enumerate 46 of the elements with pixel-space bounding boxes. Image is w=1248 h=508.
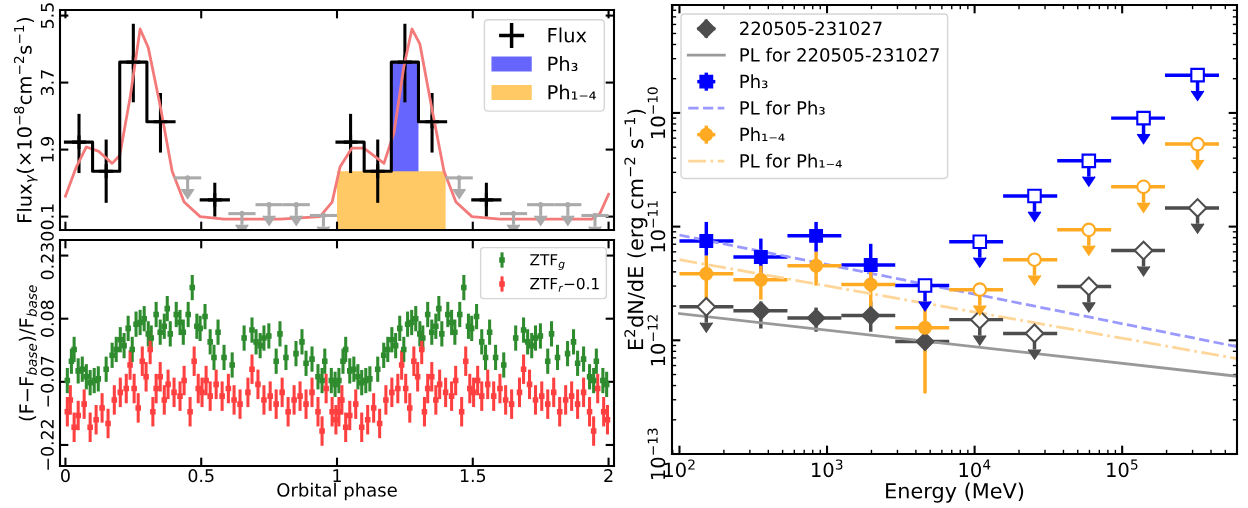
- point: [537, 201, 544, 208]
- point: [293, 201, 300, 208]
- x-axis-title: Energy (MeV): [886, 482, 1024, 503]
- x-tick-label: 0.5: [188, 469, 214, 483]
- y-tick-label: 0.08: [40, 300, 54, 337]
- point: [266, 201, 272, 208]
- y-tick-label: 0.1: [40, 204, 54, 230]
- legend-label: Ph₁₋₄: [740, 127, 785, 142]
- x-axis-title: Orbital phase: [277, 482, 397, 501]
- x-tick-label: 10$^{3}$: [812, 459, 843, 478]
- y-tick-label: −0.07: [40, 356, 54, 407]
- legend-label: PL for 220505-231027: [740, 47, 939, 62]
- y-tick-label: 10$^{−11}$: [647, 201, 666, 252]
- y-tick-label: 5.5: [40, 3, 54, 29]
- point: [239, 210, 245, 217]
- text: Flux$_{γ}$(×10$^{−8}$cm$^{−2}$s$^{−1}$): [13, 18, 38, 222]
- legend-label: Ph₃: [548, 56, 578, 72]
- x-tick-label: 1: [333, 469, 341, 482]
- y-tick-label: 10$^{−12}$: [647, 315, 666, 366]
- legend-label: ZTF$_{g}$: [530, 254, 565, 271]
- legend-label: ZTF$_{r}$−0.1: [530, 277, 599, 292]
- x-tick-label: 0: [61, 469, 70, 483]
- x-tick-label: 1.5: [460, 469, 486, 483]
- point: [592, 212, 598, 219]
- point: [565, 201, 571, 208]
- y-tick-label: 0.230: [40, 231, 54, 280]
- legend-label: PL for Ph₁₋₄: [740, 153, 842, 168]
- y-tick-label: 10$^{−13}$: [647, 428, 666, 479]
- legend-label: Flux: [548, 27, 587, 43]
- x-tick-label: 10$^{2}$: [664, 459, 695, 478]
- x-tick-label: 10$^{5}$: [1107, 459, 1138, 478]
- point: [456, 175, 462, 181]
- y-axis-title: E$^{2}$dN/dE (erg cm$^{−2}$ s$^{−1}$): [624, 109, 648, 350]
- line-series: [64, 27, 610, 221]
- x-tick-label: 10$^{4}$: [959, 459, 991, 478]
- y-tick-label: 3.7: [40, 70, 54, 96]
- legend-label: PL for Ph₃: [740, 100, 825, 115]
- x-tick-label: 2: [604, 469, 613, 482]
- y-tick-label: 1.9: [40, 137, 54, 162]
- y-axis-title: (F−F$_{base}$)/F$_{base}$: [18, 285, 37, 421]
- point: [184, 175, 191, 181]
- legend-label: Ph₁₋₄: [548, 84, 596, 100]
- y-tick-label: −0.22: [40, 420, 54, 470]
- legend-label: Ph₃: [740, 74, 768, 89]
- legend-label: 220505-231027: [740, 21, 882, 36]
- y-tick-label: 10$^{−10}$: [647, 87, 666, 138]
